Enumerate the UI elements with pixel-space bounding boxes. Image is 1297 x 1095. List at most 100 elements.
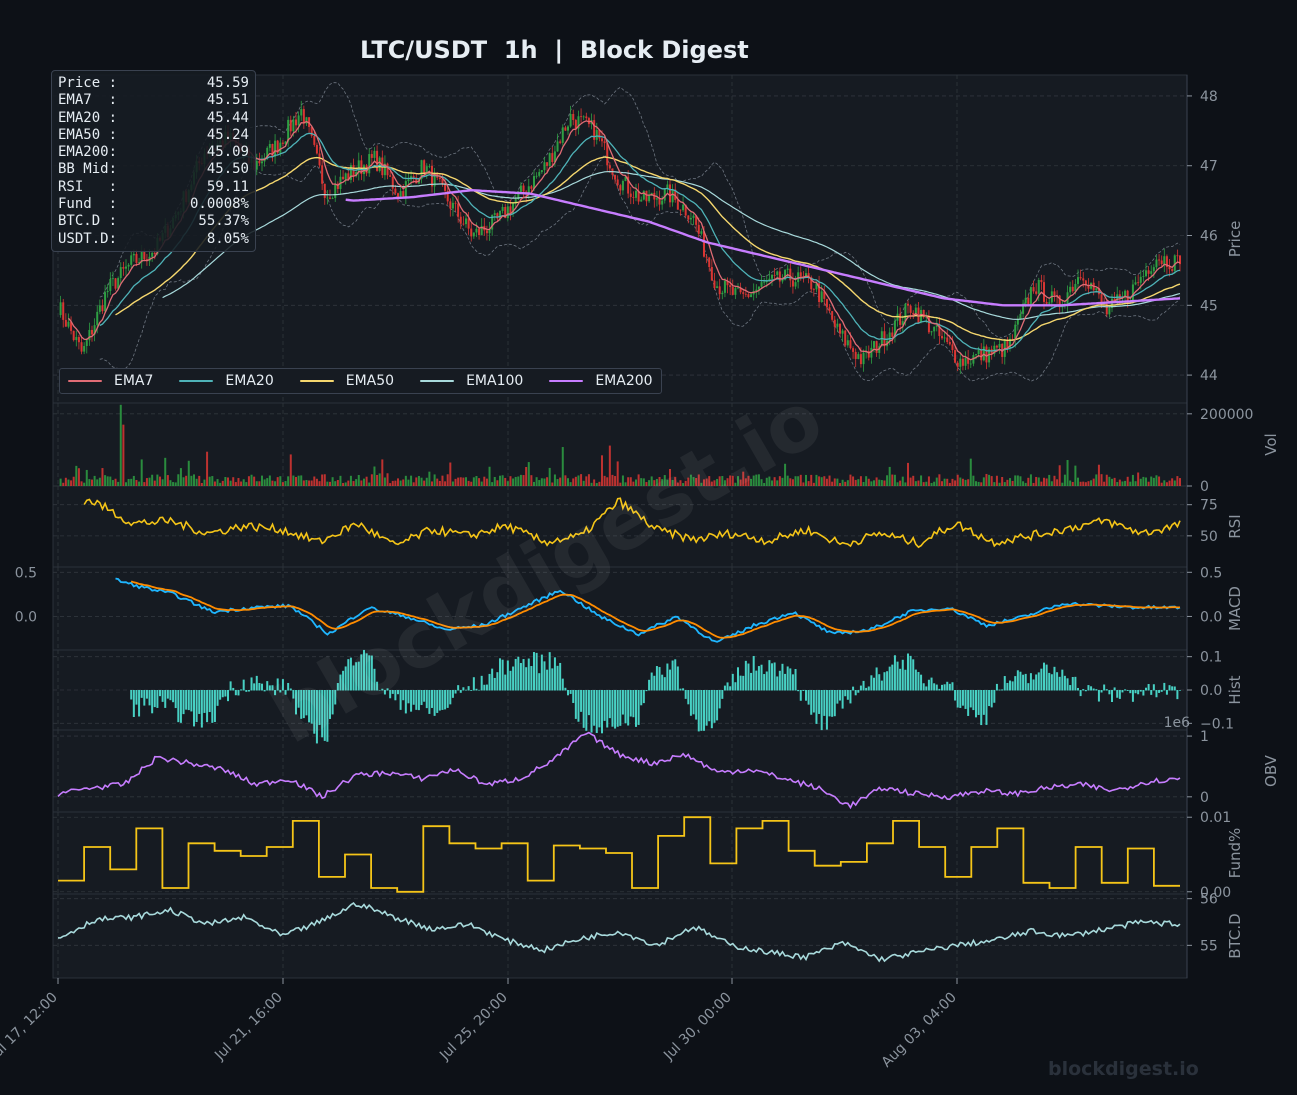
hist-bar <box>590 690 593 733</box>
hist-bar <box>444 690 447 710</box>
candle-body <box>938 325 941 337</box>
tick-label-price: 45 <box>1200 298 1218 314</box>
volume-bar <box>893 474 896 486</box>
candle-body <box>323 183 326 198</box>
hist-bar <box>726 682 729 691</box>
hist-bar <box>927 679 930 691</box>
hist-bar <box>909 655 912 691</box>
tick-label-price: 44 <box>1200 368 1218 384</box>
candle-body <box>687 215 690 220</box>
candle-body <box>446 190 449 202</box>
hist-bar <box>862 680 865 691</box>
signal-line <box>130 580 1180 639</box>
volume-bar <box>315 478 318 486</box>
volume-bar <box>436 478 439 486</box>
volume-bar <box>669 469 671 486</box>
hist-bar <box>457 685 460 691</box>
volume-bar <box>1011 480 1014 486</box>
hist-bar <box>833 690 836 717</box>
volume-bar <box>823 476 826 486</box>
hist-bar <box>279 690 282 693</box>
volume-bar <box>420 477 423 486</box>
volume-bar <box>755 474 758 486</box>
legend-swatch <box>549 379 584 383</box>
hist-bar <box>1137 690 1140 695</box>
volume-bar <box>614 476 617 486</box>
volume-bar <box>663 475 666 486</box>
volume-bar <box>506 481 509 486</box>
candle-body <box>114 278 117 289</box>
candle-body <box>122 267 125 269</box>
candle-body <box>982 346 985 361</box>
candle-body <box>1037 279 1040 294</box>
volume-bar <box>1077 477 1079 486</box>
candle-body <box>854 351 857 359</box>
hist-bar <box>334 690 337 705</box>
candle-body <box>828 307 831 312</box>
hist-bar <box>1092 688 1095 691</box>
candle-body <box>1095 288 1098 291</box>
hist-bar <box>956 690 959 708</box>
footer-brand: blockdigest.io <box>1048 1058 1199 1080</box>
hist-bar <box>959 690 962 708</box>
volume-bar <box>1111 478 1113 486</box>
volume-bar <box>313 476 316 486</box>
volume-bar <box>723 480 726 486</box>
hist-bar <box>543 661 546 691</box>
hist-bar <box>1011 681 1014 691</box>
candle-body <box>825 298 828 308</box>
volume-bar <box>807 481 810 486</box>
hist-bar <box>292 690 295 699</box>
candle-body <box>1029 287 1032 305</box>
candle-body <box>1084 280 1087 286</box>
hist-bar <box>582 690 585 728</box>
volume-bar <box>1074 465 1077 486</box>
hist-bar <box>504 674 507 691</box>
volume-bar <box>645 482 648 486</box>
volume-bar <box>739 479 742 486</box>
volume-bar <box>1147 481 1150 486</box>
volume-bar <box>744 478 747 486</box>
volume-bar <box>383 477 386 486</box>
volume-bar <box>684 480 687 486</box>
candle-body <box>143 250 146 260</box>
candle-body <box>386 163 389 176</box>
volume-bar <box>810 474 813 486</box>
candle-body <box>404 181 407 199</box>
hist-bar <box>661 674 664 691</box>
volume-bar <box>859 476 862 486</box>
hist-bar <box>1090 686 1093 691</box>
hist-bar <box>187 690 190 711</box>
hist-bar <box>1058 676 1061 691</box>
hist-bar <box>436 690 439 713</box>
volume-bar <box>852 476 855 486</box>
info-box: Price :45.59 EMA7 :45.51 EMA20 :45.44 EM… <box>51 70 256 252</box>
hist-bar <box>891 664 894 691</box>
x-tick-label: Jul 17, 12:00 <box>0 990 61 1065</box>
volume-bar <box>679 480 682 486</box>
volume-bar <box>258 481 261 486</box>
hist-bar <box>402 690 405 701</box>
hist-bar <box>407 690 410 704</box>
volume-bar <box>344 482 347 486</box>
volume-bar <box>1108 476 1111 486</box>
volume-bar <box>1040 481 1043 486</box>
candle-body <box>533 176 535 189</box>
candle-body <box>504 207 507 219</box>
volume-bar <box>854 479 857 486</box>
volume-bar <box>752 475 755 486</box>
hist-bar <box>1121 690 1124 693</box>
hist-bar <box>349 657 352 691</box>
tick-label-vol: 200000 <box>1200 407 1253 423</box>
candle-body <box>117 278 120 289</box>
volume-bar <box>985 473 988 486</box>
volume-bar <box>572 478 575 486</box>
volume-bar <box>242 479 245 486</box>
hist-bar <box>467 686 470 691</box>
hist-bar <box>823 690 826 716</box>
volume-bar <box>608 445 611 486</box>
volume-bar <box>208 476 211 486</box>
hist-bar <box>977 690 980 715</box>
volume-bar <box>190 475 193 486</box>
